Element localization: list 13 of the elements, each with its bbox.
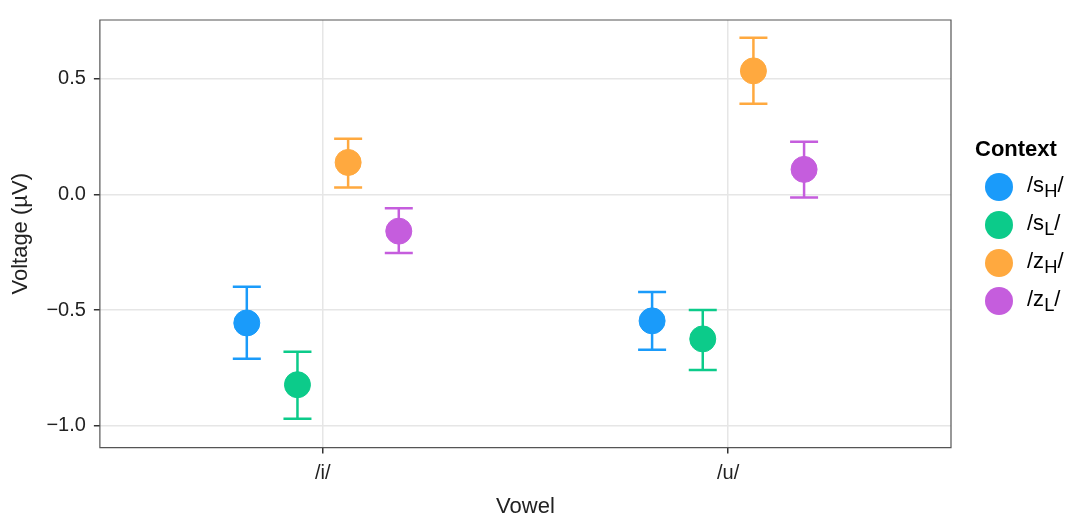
y-tick-label: 0.0 (58, 181, 86, 204)
x-axis-title: Vowel (496, 492, 555, 518)
legend-label: /z$_{H}$/ (1027, 247, 1064, 279)
x-tick-label: /i/ (315, 461, 332, 484)
y-axis-title: Voltage (µV) (7, 173, 33, 295)
legend-label: /s$_{H}$/ (1027, 171, 1064, 203)
legend-label: /s$_{L}$/ (1027, 209, 1061, 241)
y-tick-label: 0.5 (58, 66, 86, 89)
legend-label: /z$_{L}$/ (1027, 285, 1061, 317)
legend-title: Context (975, 136, 1058, 162)
x-tick-label: /u/ (716, 461, 740, 484)
y-tick-label: −0.5 (46, 297, 86, 320)
y-tick-label: −1.0 (46, 413, 86, 436)
